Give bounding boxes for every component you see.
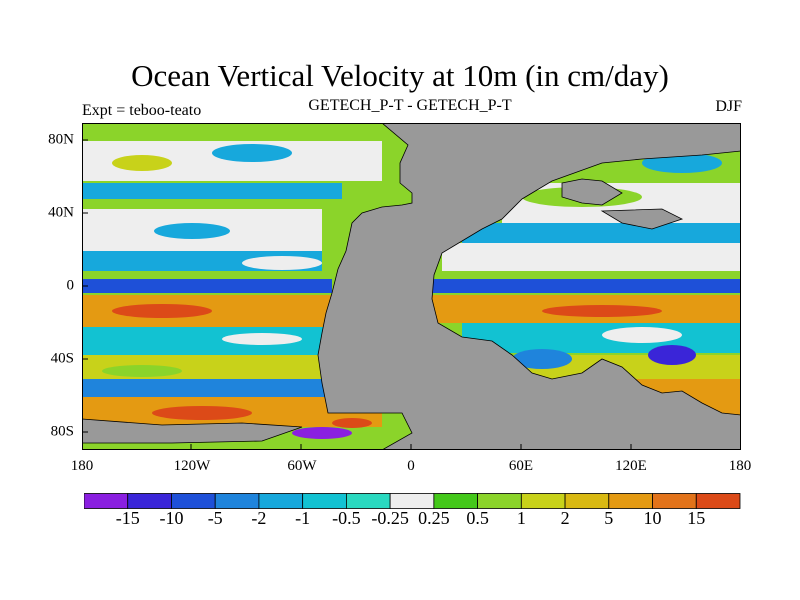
colorbar-box	[696, 494, 740, 509]
patch	[222, 333, 302, 345]
colorbar-label: 10	[644, 508, 662, 529]
colorbar-label: -15	[116, 508, 140, 529]
patch	[292, 427, 352, 439]
patch	[154, 223, 230, 239]
east-cyan	[462, 323, 741, 353]
map-title: Ocean Vertical Velocity at 10m (in cm/da…	[0, 58, 800, 94]
colorbar-label: -5	[208, 508, 223, 529]
colorbar-box	[565, 494, 609, 509]
colorbar-box	[434, 494, 478, 509]
lon-label-60w: 60W	[287, 458, 316, 475]
patch	[112, 155, 172, 171]
patch	[542, 305, 662, 317]
model-label: GETECH_P-T - GETECH_P-T	[0, 97, 800, 115]
colorbar-box	[521, 494, 565, 509]
colorbar-box	[653, 494, 697, 509]
patch	[102, 365, 182, 377]
colorbar-box	[478, 494, 522, 509]
colorbar-box	[609, 494, 653, 509]
east-white-mid	[442, 243, 741, 271]
patch	[112, 304, 212, 318]
patch	[648, 345, 696, 365]
patch	[152, 406, 252, 420]
colorbar-label: -2	[251, 508, 266, 529]
lat-label-80n: 80N	[48, 132, 74, 149]
colorbar-box	[215, 494, 259, 509]
colorbar-box	[303, 494, 347, 509]
colorbar-label: 15	[687, 508, 705, 529]
lon-label-120w: 120W	[174, 458, 211, 475]
patch	[602, 327, 682, 343]
colorbar-label: 5	[604, 508, 613, 529]
season-label: DJF	[715, 98, 742, 116]
lon-label-60e: 60E	[509, 458, 533, 475]
east-equator-blue	[432, 279, 741, 293]
lon-label-180w: 180	[71, 458, 94, 475]
colorbar-box	[84, 494, 128, 509]
colorbar-box	[128, 494, 172, 509]
colorbar-label: 1	[517, 508, 526, 529]
colorbar-label: 0.25	[418, 508, 450, 529]
lat-label-40n: 40N	[48, 205, 74, 222]
colorbar-label: 2	[561, 508, 570, 529]
lon-label-0: 0	[407, 458, 415, 475]
patch	[332, 418, 372, 428]
lon-label-180e: 180	[729, 458, 752, 475]
colorbar-label: -0.5	[332, 508, 361, 529]
east-blue-north	[462, 223, 741, 243]
lat-label-0: 0	[67, 278, 75, 295]
colorbar	[84, 493, 741, 509]
lat-label-80s: 80S	[51, 424, 74, 441]
colorbar-box	[259, 494, 303, 509]
colorbar-box	[346, 494, 390, 509]
lat-label-40s: 40S	[51, 351, 74, 368]
patch	[212, 144, 292, 162]
patch	[242, 256, 322, 270]
colorbar-box	[171, 494, 215, 509]
colorbar-label: 0.5	[466, 508, 489, 529]
colorbar-label: -1	[295, 508, 310, 529]
colorbar-label: -0.25	[371, 508, 409, 529]
north-blue-band	[82, 183, 342, 199]
lon-label-120e: 120E	[615, 458, 647, 475]
colorbar-label: -10	[159, 508, 183, 529]
equatorial-blue-pacific	[82, 279, 332, 293]
southern-blue-band	[82, 379, 362, 397]
colorbar-box	[390, 494, 434, 509]
velocity-map	[82, 123, 742, 451]
